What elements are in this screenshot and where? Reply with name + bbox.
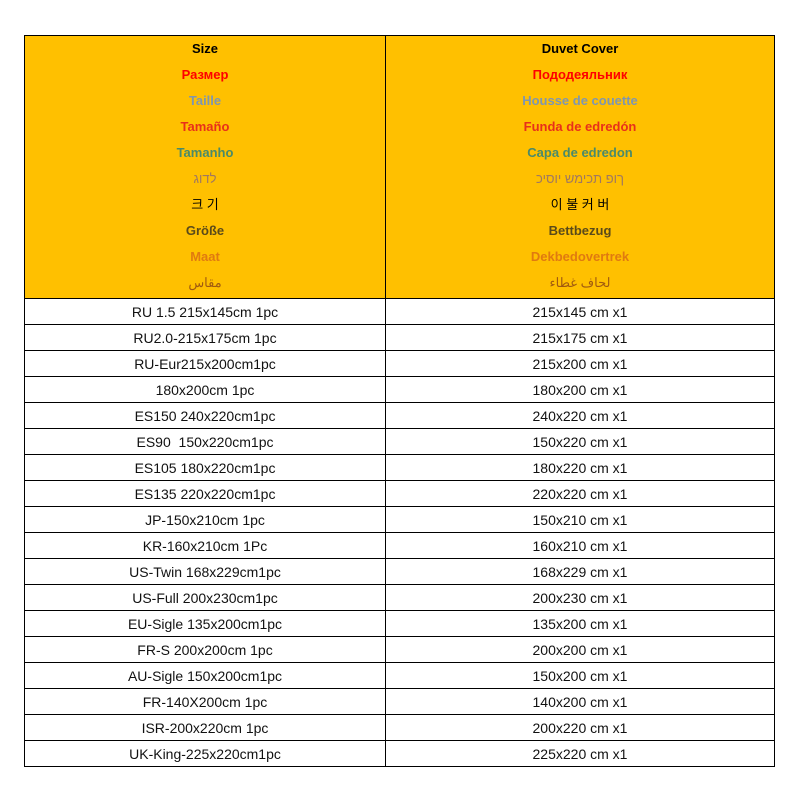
size-cell: EU-Sigle 135x200cm1pc — [24, 610, 386, 637]
header-row: Size Размер Taille Tamaño Tamanho לדוג 크 기 Größ… — [24, 35, 775, 299]
size-cell: 180x200cm 1pc — [24, 376, 386, 403]
table-row: ES90 150x220cm1pc 150x220 cm x1 — [24, 428, 775, 455]
table-row: US-Twin 168x229cm1pc 168x229 cm x1 — [24, 558, 775, 585]
size-cell: KR-160x210cm 1Pc — [24, 532, 386, 559]
header-label: مقاس — [188, 275, 222, 290]
duvet-cover-cell: 200x230 cm x1 — [385, 584, 775, 611]
duvet-cover-cell: 240x220 cm x1 — [385, 402, 775, 429]
size-cell: RU2.0-215x175cm 1pc — [24, 324, 386, 351]
table-row: FR-140X200cm 1pc 140x200 cm x1 — [24, 688, 775, 715]
table-row: JP-150x210cm 1pc 150x210 cm x1 — [24, 506, 775, 533]
size-cell: JP-150x210cm 1pc — [24, 506, 386, 533]
header-label: Tamaño — [180, 119, 230, 134]
duvet-cover-cell: 150x220 cm x1 — [385, 428, 775, 455]
header-label: لحاف غطاء — [549, 275, 611, 290]
header-label: Bettbezug — [548, 223, 612, 238]
size-cell: US-Full 200x230cm1pc — [24, 584, 386, 611]
header-label: Size — [191, 41, 218, 56]
header-label: Housse de couette — [522, 93, 638, 108]
header-label: Пододеяльник — [532, 67, 628, 82]
size-cell: ISR-200x220cm 1pc — [24, 714, 386, 741]
size-cell: FR-140X200cm 1pc — [24, 688, 386, 715]
header-label: Tamanho — [176, 145, 234, 160]
table-row: ISR-200x220cm 1pc 200x220 cm x1 — [24, 714, 775, 741]
size-table: Size Размер Taille Tamaño Tamanho לדוג 크 기 Größ… — [24, 35, 775, 767]
header-label: Duvet Cover — [541, 41, 619, 56]
header-label: Größe — [185, 223, 225, 238]
table-row: ES105 180x220cm1pc 180x220 cm x1 — [24, 454, 775, 481]
table-row: RU2.0-215x175cm 1pc 215x175 cm x1 — [24, 324, 775, 351]
duvet-cover-cell: 200x220 cm x1 — [385, 714, 775, 741]
table-row: RU 1.5 215x145cm 1pc 215x145 cm x1 — [24, 298, 775, 325]
duvet-cover-cell: 140x200 cm x1 — [385, 688, 775, 715]
header-label: 이 불 커 버 — [550, 197, 610, 212]
size-cell: ES150 240x220cm1pc — [24, 402, 386, 429]
header-label: ךופ תכימש יוסיכ — [536, 171, 624, 186]
header-label: Maat — [190, 249, 220, 264]
size-header-cell: Size Размер Taille Tamaño Tamanho לדוג 크 기 Größ… — [24, 35, 386, 299]
table-row: ES135 220x220cm1pc 220x220 cm x1 — [24, 480, 775, 507]
header-label: Размер — [181, 67, 229, 82]
size-cell: US-Twin 168x229cm1pc — [24, 558, 386, 585]
duvet-cover-cell: 225x220 cm x1 — [385, 740, 775, 767]
duvet-cover-cell: 215x200 cm x1 — [385, 350, 775, 377]
table-row: KR-160x210cm 1Pc 160x210 cm x1 — [24, 532, 775, 559]
duvet-cover-cell: 150x210 cm x1 — [385, 506, 775, 533]
duvet-cover-cell: 135x200 cm x1 — [385, 610, 775, 637]
table-row: 180x200cm 1pc 180x200 cm x1 — [24, 376, 775, 403]
size-cell: RU 1.5 215x145cm 1pc — [24, 298, 386, 325]
header-label: לדוג — [193, 171, 217, 186]
table-row: FR-S 200x200cm 1pc 200x200 cm x1 — [24, 636, 775, 663]
header-label: 크 기 — [191, 197, 219, 212]
table-row: US-Full 200x230cm1pc 200x230 cm x1 — [24, 584, 775, 611]
duvet-cover-cell: 160x210 cm x1 — [385, 532, 775, 559]
size-cell: ES105 180x220cm1pc — [24, 454, 386, 481]
table-row: EU-Sigle 135x200cm1pc 135x200 cm x1 — [24, 610, 775, 637]
duvet-cover-cell: 168x229 cm x1 — [385, 558, 775, 585]
table-row: UK-King-225x220cm1pc 225x220 cm x1 — [24, 740, 775, 767]
table-row: RU-Eur215x200cm1pc 215x200 cm x1 — [24, 350, 775, 377]
duvet-cover-cell: 215x145 cm x1 — [385, 298, 775, 325]
duvet-cover-cell: 215x175 cm x1 — [385, 324, 775, 351]
duvet-cover-cell: 180x220 cm x1 — [385, 454, 775, 481]
size-cell: FR-S 200x200cm 1pc — [24, 636, 386, 663]
duvet-cover-cell: 200x200 cm x1 — [385, 636, 775, 663]
header-label: Funda de edredón — [523, 119, 637, 134]
duvet-cover-header-cell: Duvet Cover Пододеяльник Housse de couette… — [385, 35, 775, 299]
duvet-cover-cell: 220x220 cm x1 — [385, 480, 775, 507]
size-cell: ES135 220x220cm1pc — [24, 480, 386, 507]
header-label: Dekbedovertrek — [530, 249, 630, 264]
size-cell: AU-Sigle 150x200cm1pc — [24, 662, 386, 689]
size-cell: UK-King-225x220cm1pc — [24, 740, 386, 767]
size-cell: ES90 150x220cm1pc — [24, 428, 386, 455]
header-label: Capa de edredon — [527, 145, 633, 160]
header-label: Taille — [188, 93, 222, 108]
table-row: ES150 240x220cm1pc 240x220 cm x1 — [24, 402, 775, 429]
size-cell: RU-Eur215x200cm1pc — [24, 350, 386, 377]
duvet-cover-cell: 150x200 cm x1 — [385, 662, 775, 689]
table-row: AU-Sigle 150x200cm1pc 150x200 cm x1 — [24, 662, 775, 689]
duvet-cover-cell: 180x200 cm x1 — [385, 376, 775, 403]
